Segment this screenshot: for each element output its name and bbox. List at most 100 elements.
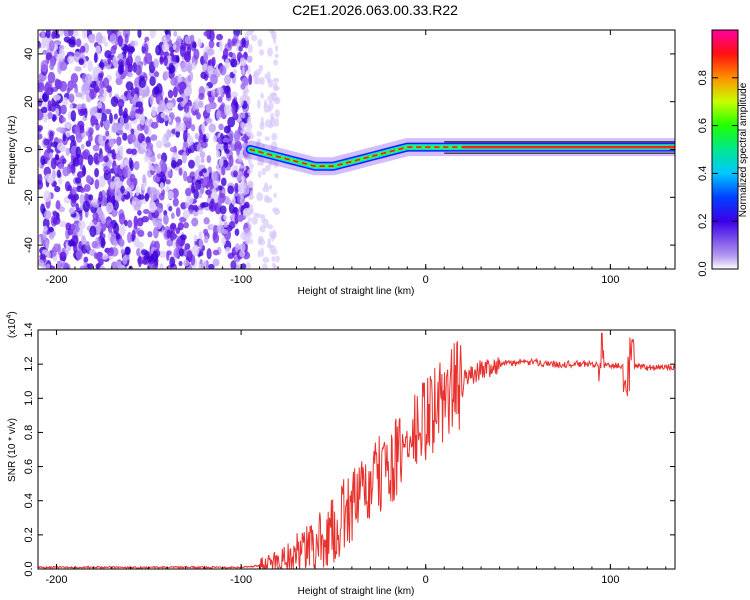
noise-blob [137, 194, 146, 200]
noise-blob [101, 253, 109, 260]
noise-blob [247, 169, 253, 175]
noise-blob [98, 212, 105, 221]
noise-blob [206, 155, 212, 164]
noise-blob [267, 224, 274, 230]
noise-blob [51, 169, 56, 180]
noise-blob [119, 162, 124, 170]
noise-blob [81, 235, 87, 247]
noise-blob [248, 132, 254, 140]
noise-blob [138, 77, 147, 89]
noise-blob [218, 185, 223, 191]
noise-blob [38, 133, 43, 140]
noise-blob [245, 122, 253, 131]
noise-blob [273, 59, 278, 66]
noise-blob [38, 42, 42, 49]
noise-blob [112, 240, 118, 247]
noise-blob [246, 95, 250, 101]
noise-blob [228, 51, 233, 58]
noise-blob [75, 38, 82, 48]
noise-blob [166, 250, 172, 256]
noise-blob [78, 220, 86, 230]
noise-blob [99, 265, 106, 269]
noise-blob [57, 163, 65, 170]
noise-blob [184, 243, 191, 250]
noise-blob [52, 94, 61, 101]
noise-blob [190, 124, 196, 132]
noise-blob [178, 167, 183, 176]
noise-blob [52, 210, 58, 216]
noise-blob [63, 36, 71, 43]
noise-blob [68, 207, 76, 215]
noise-blob [219, 205, 227, 215]
noise-blob [141, 140, 147, 150]
noise-blob [151, 155, 156, 163]
noise-blob [54, 78, 60, 89]
noise-blob [97, 101, 103, 109]
noise-blob [172, 43, 177, 51]
y-tick-label: 0 [23, 146, 35, 152]
noise-blob [65, 122, 72, 130]
noise-blob [110, 181, 115, 190]
noise-blob [223, 221, 229, 228]
noise-blob [248, 223, 252, 230]
noise-blob [104, 41, 109, 47]
noise-blob [99, 153, 104, 162]
noise-blob [61, 158, 67, 164]
x-tick-label: -200 [45, 574, 67, 586]
noise-blob [124, 122, 130, 130]
noise-blob [183, 170, 188, 182]
noise-blob [127, 231, 132, 244]
noise-blob [70, 110, 77, 122]
noise-blob [95, 32, 103, 44]
noise-blob [145, 148, 152, 158]
noise-blob [253, 212, 259, 218]
noise-blob [260, 76, 265, 86]
noise-blob [117, 98, 125, 109]
noise-blob [58, 177, 63, 185]
noise-blob [89, 89, 97, 100]
noise-blob [117, 130, 124, 136]
noise-blob [227, 38, 232, 48]
noise-blob [97, 175, 106, 188]
noise-blob [170, 212, 175, 220]
noise-blob [108, 196, 114, 203]
noise-blob [143, 43, 149, 55]
noise-blob [153, 58, 159, 68]
noise-blob [271, 30, 275, 37]
colorbar-axes: 0.0 0.2 0.4 0.6 0.8 [697, 70, 738, 277]
noise-blob [58, 145, 67, 152]
noise-blob [261, 263, 268, 269]
noise-blob [167, 170, 173, 179]
colorbar [711, 29, 739, 270]
noise-blob [166, 229, 171, 239]
noise-blob [245, 262, 251, 269]
noise-blob [59, 30, 64, 37]
noise-blob [161, 42, 170, 53]
snr-plot-area [38, 332, 675, 569]
noise-blob [257, 239, 262, 245]
x-tick-label: -100 [230, 574, 252, 586]
noise-blob [134, 55, 142, 65]
noise-blob [133, 204, 141, 211]
noise-blob [172, 86, 178, 98]
noise-blob [247, 43, 253, 54]
noise-blob [274, 53, 279, 59]
snr-series-line [38, 332, 675, 569]
noise-blob [48, 152, 54, 159]
noise-blob [249, 162, 254, 170]
noise-blob [186, 135, 194, 146]
noise-blob [259, 225, 266, 233]
noise-blob [193, 234, 198, 242]
noise-blob [164, 30, 169, 35]
noise-blob [84, 73, 93, 86]
noise-blob [170, 232, 177, 241]
noise-blob [75, 92, 83, 98]
noise-blob [87, 60, 93, 72]
noise-blob [116, 136, 122, 146]
noise-blob [163, 115, 169, 122]
noise-blob [232, 68, 238, 75]
y-tick-label: 1.4 [23, 322, 35, 337]
noise-blob [65, 147, 70, 157]
noise-blob [138, 104, 144, 115]
y-tick-label: -20 [23, 189, 35, 205]
